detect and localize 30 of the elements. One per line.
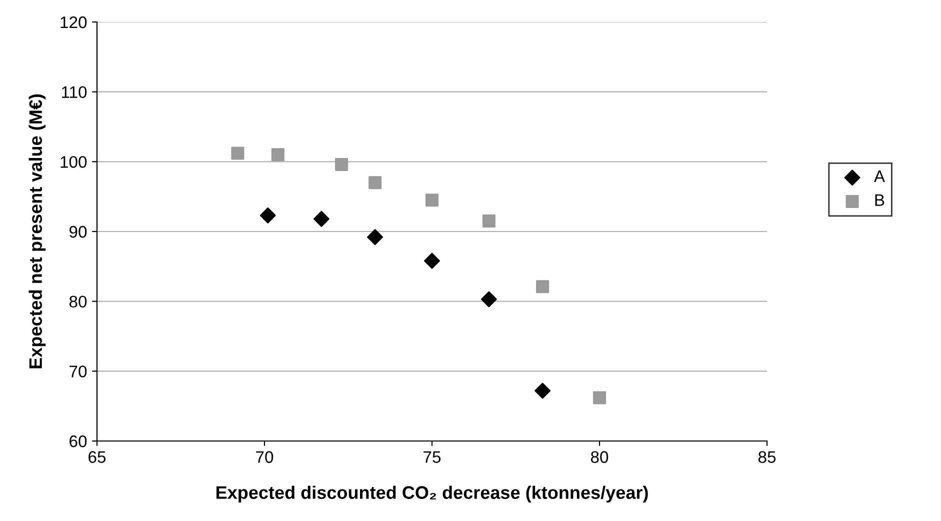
y-tick-label: 100	[60, 156, 87, 168]
y-tick-label: 90	[70, 226, 87, 238]
y-tick-label: 120	[60, 16, 87, 28]
point	[367, 229, 384, 246]
point	[482, 214, 496, 228]
x-tick-label: 65	[88, 451, 106, 463]
x-axis-title: Expected discounted CO₂ decrease (ktonnes/year)	[216, 486, 648, 503]
point	[534, 382, 551, 399]
y-tick-label: 110	[62, 86, 87, 98]
point	[271, 148, 284, 162]
point	[536, 280, 550, 294]
y-tick-label: 60	[70, 435, 87, 448]
point	[424, 252, 440, 269]
point	[335, 158, 348, 171]
point	[368, 176, 382, 190]
point	[480, 291, 497, 308]
legend-label: A	[874, 170, 886, 182]
x-tick-label: 85	[758, 451, 776, 463]
point	[592, 391, 606, 404]
y-axis-title: Expected net present value (M€)	[28, 94, 46, 368]
point	[260, 207, 276, 224]
point	[313, 210, 330, 227]
point	[231, 146, 244, 160]
point	[425, 194, 439, 207]
x-tick-label: 80	[590, 451, 608, 463]
y-tick-label: 70	[70, 366, 87, 378]
x-tick-label: 75	[424, 451, 441, 463]
y-tick-label: 80	[69, 296, 87, 308]
legend-label: B	[875, 194, 884, 206]
x-tick-label: 70	[256, 451, 274, 463]
